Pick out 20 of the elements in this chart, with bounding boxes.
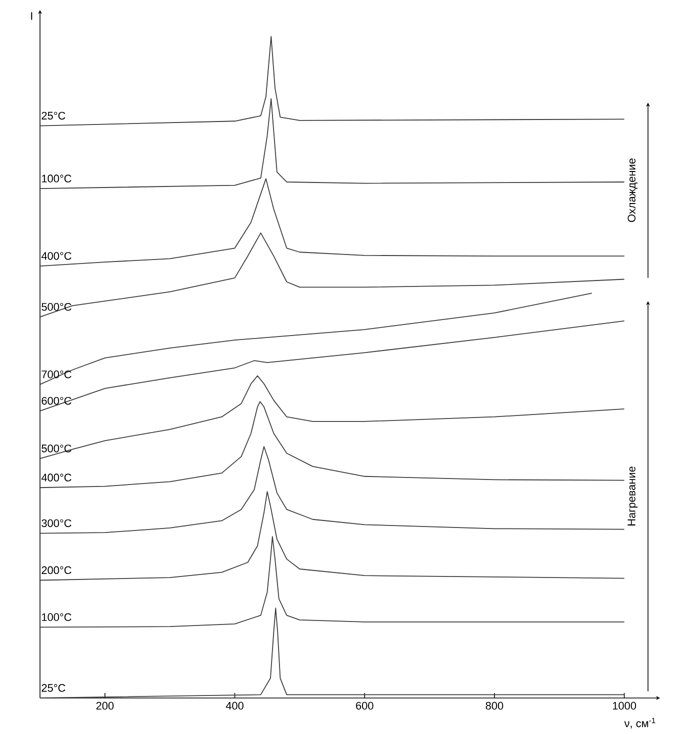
x-tick-label: 200 bbox=[96, 702, 114, 710]
x-tick-label: 1000 bbox=[612, 702, 636, 710]
series-label: 500°C bbox=[42, 444, 72, 452]
series-label: 25°C bbox=[42, 112, 66, 120]
series-label: 500°C bbox=[42, 303, 72, 311]
series-label: 25°C bbox=[42, 684, 66, 692]
y-axis-title: I bbox=[31, 12, 32, 20]
series-label: 100°C bbox=[42, 613, 72, 622]
series-label: 100°C bbox=[42, 174, 72, 182]
x-tick-label: 600 bbox=[356, 702, 374, 710]
series-label: 200°C bbox=[42, 566, 72, 574]
series-label: 600°C bbox=[42, 396, 72, 405]
x-axis-title: ν, см$^{-1}$ bbox=[624, 718, 656, 728]
series-label: 400°C bbox=[41, 252, 72, 260]
annotation: Нагревание bbox=[628, 466, 638, 526]
x-tick-label: 400 bbox=[226, 702, 244, 710]
series-label: 300°C bbox=[42, 519, 72, 528]
annotation: Охлаждение bbox=[628, 158, 638, 222]
x-tick-label: 800 bbox=[486, 702, 504, 710]
series-label: 400°C bbox=[41, 474, 72, 482]
